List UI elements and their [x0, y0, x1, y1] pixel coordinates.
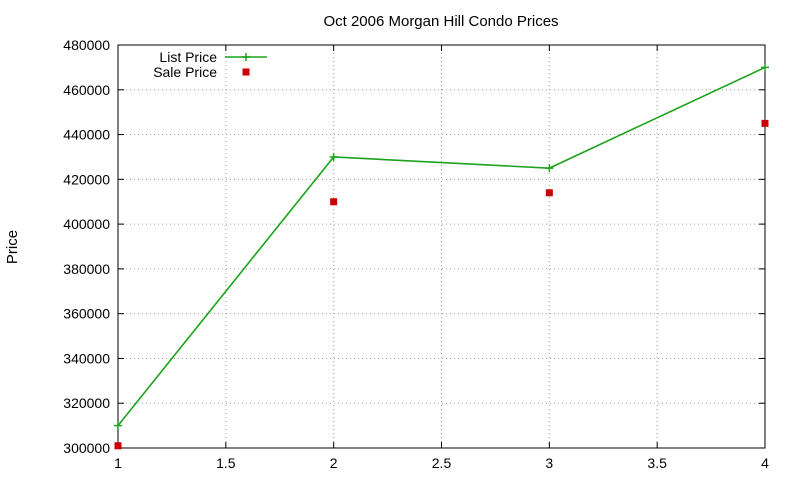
legend-label: List Price: [159, 49, 217, 65]
x-tick-label: 2: [330, 455, 338, 471]
chart-title: Oct 2006 Morgan Hill Condo Prices: [323, 13, 558, 30]
y-tick-label: 340000: [63, 350, 110, 366]
sale-price-point: [761, 119, 769, 127]
y-tick-label: 440000: [63, 127, 110, 143]
y-tick-label: 420000: [63, 171, 110, 187]
sale-price-point: [545, 189, 553, 197]
legend-label: Sale Price: [153, 64, 217, 80]
y-tick-label: 460000: [63, 82, 110, 98]
y-tick-label: 400000: [63, 216, 110, 232]
y-tick-label: 380000: [63, 261, 110, 277]
legend-square-swatch: [242, 68, 250, 76]
x-tick-label: 1.5: [216, 455, 236, 471]
y-tick-label: 480000: [63, 37, 110, 53]
series-layer: [114, 63, 769, 450]
sale-price-point: [330, 198, 338, 206]
list-price-line: [117, 66, 766, 427]
plot-frame: [117, 44, 766, 449]
y-tick-label: 320000: [63, 395, 110, 411]
x-tick-label: 4: [761, 455, 769, 471]
y-tick-labels: 300000 320000 340000 360000 380000 400000 4200…: [63, 37, 110, 456]
x-tick-labels: 1 1.5 2 2.5 3 3.5 4: [114, 455, 769, 471]
y-tick-label: 360000: [63, 306, 110, 322]
y-axis-label: Price: [4, 230, 21, 264]
x-tick-label: 1: [114, 455, 122, 471]
x-tick-label: 3.5: [647, 455, 667, 471]
y-tick-label: 300000: [63, 440, 110, 456]
x-tick-label: 3: [545, 455, 553, 471]
x-tick-label: 2.5: [432, 455, 452, 471]
sale-price-point: [114, 442, 122, 450]
